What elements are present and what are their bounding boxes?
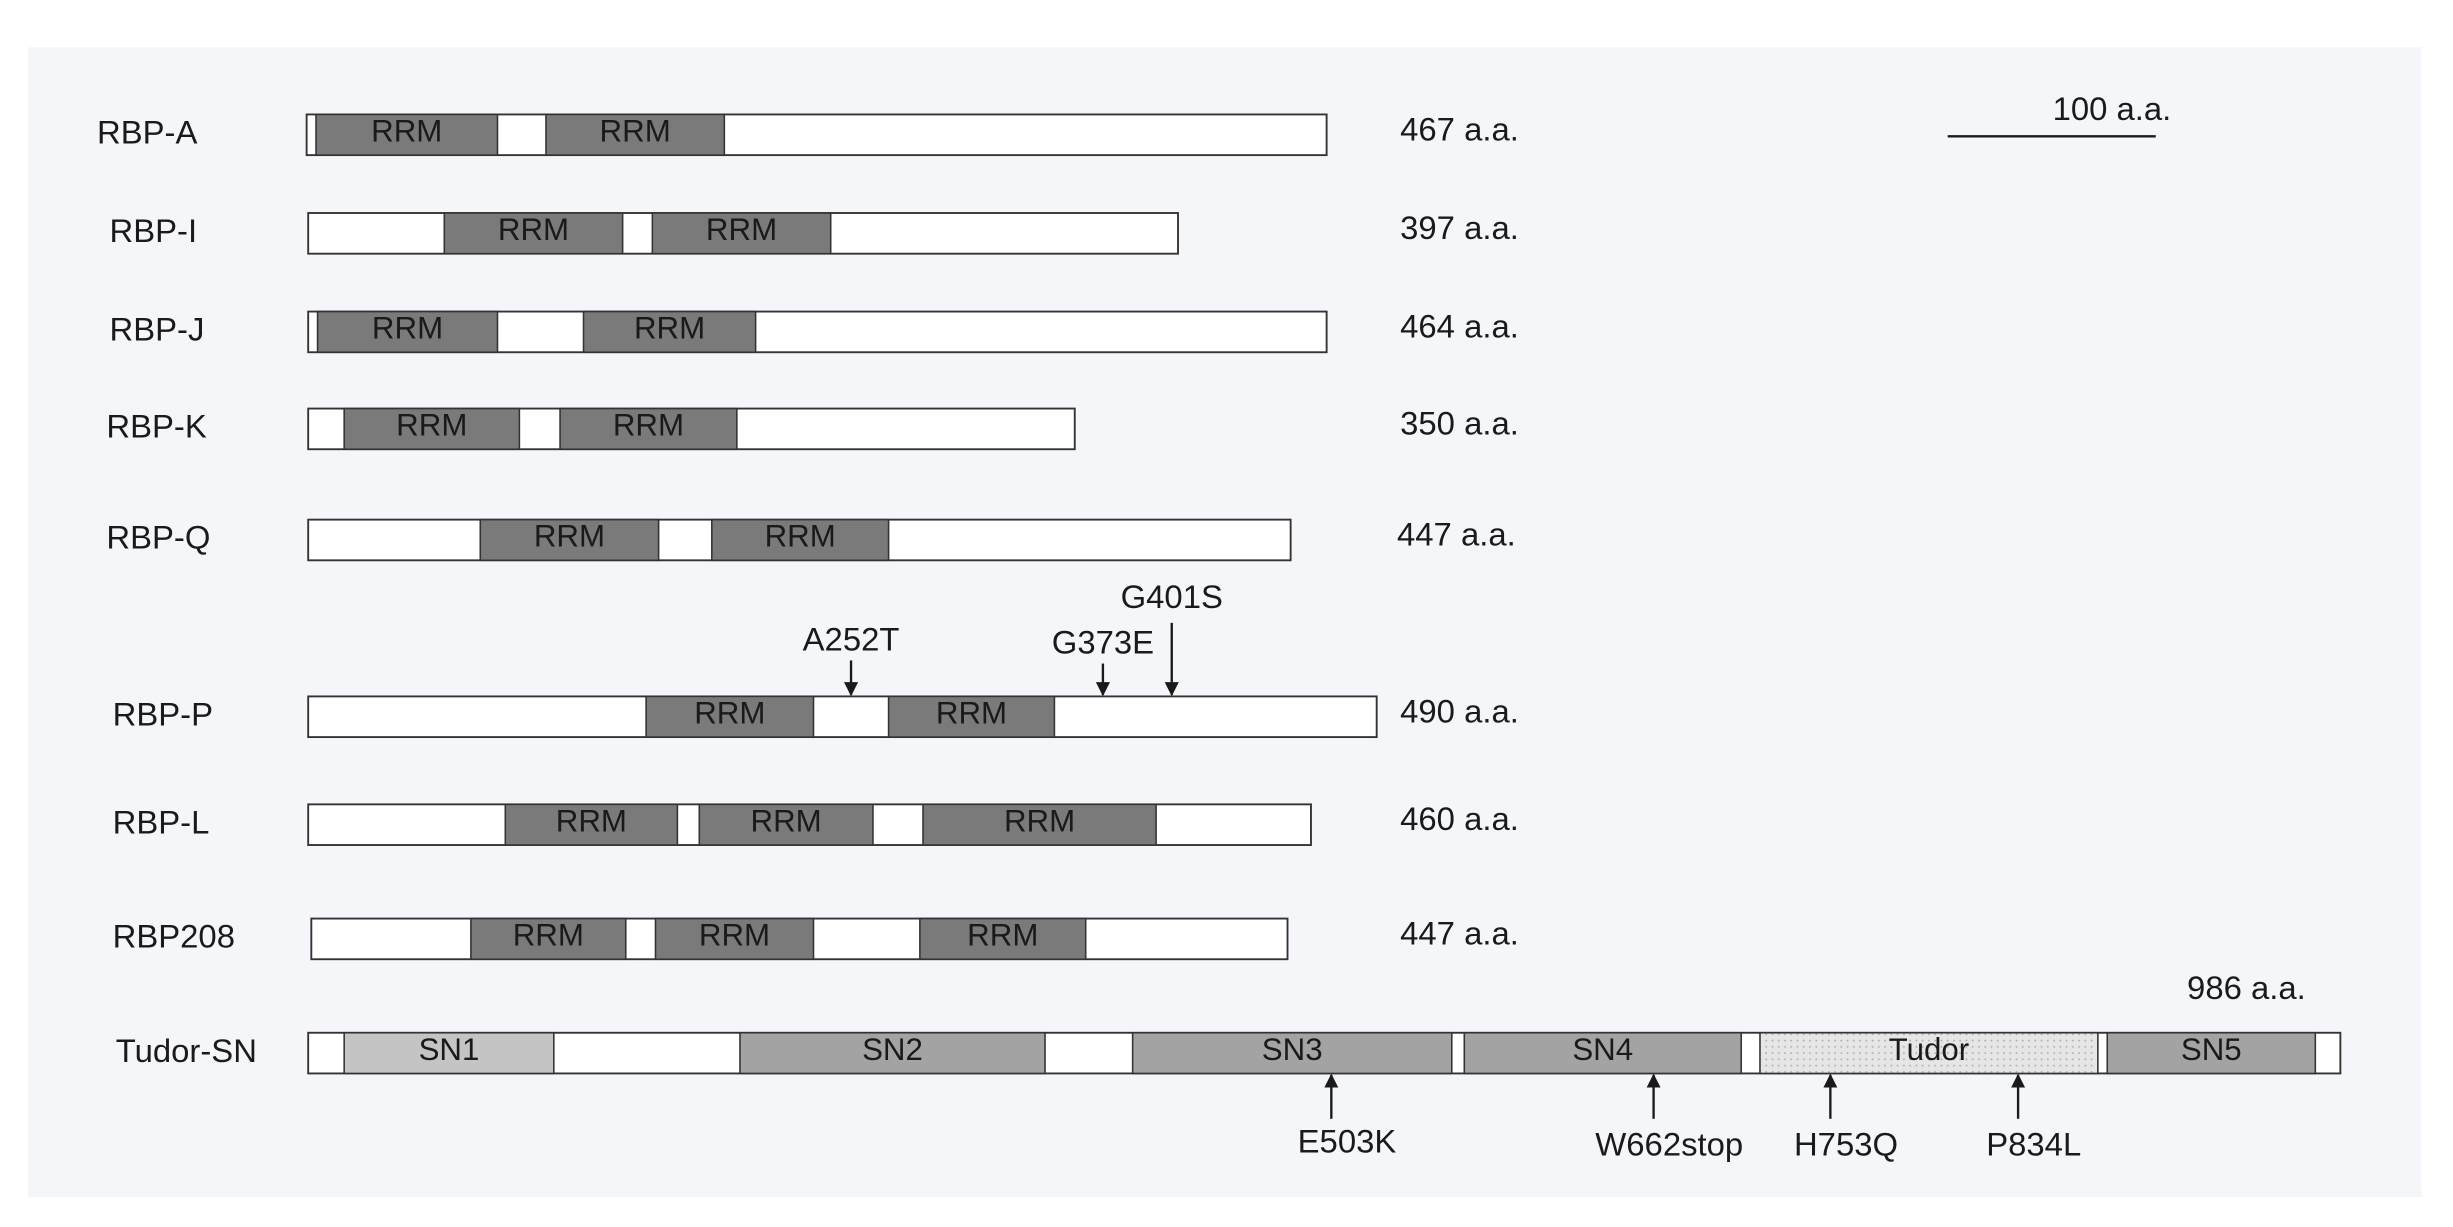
protein-name: RBP-K [106, 408, 206, 445]
domain-label: RRM [936, 695, 1007, 730]
domain [582, 310, 757, 354]
domain-label: SN3 [1262, 1032, 1323, 1067]
domain-label: RRM [699, 918, 770, 953]
domain-label: RRM [513, 918, 584, 953]
domain-label: RRM [967, 918, 1038, 953]
protein-bar [307, 695, 1378, 739]
domain [1759, 1031, 2099, 1075]
protein-name: RBP208 [113, 918, 235, 955]
protein-name: RBP-P [113, 695, 213, 732]
domain-label: RRM [706, 212, 777, 247]
length-label: 986 a.a. [2187, 969, 2306, 1006]
domain [654, 917, 815, 961]
domain [545, 113, 726, 156]
mutation-label: H753Q [1794, 1126, 1898, 1163]
protein-name: RBP-A [97, 113, 197, 150]
domain [651, 212, 832, 255]
domain [559, 407, 738, 451]
length-label: 397 a.a. [1400, 209, 1519, 246]
domain-label: RRM [694, 695, 765, 730]
mutation-label: E503K [1298, 1123, 1397, 1160]
domain-label: RRM [613, 408, 684, 443]
domain-label: RRM [396, 408, 467, 443]
mutation-label: G373E [1052, 623, 1154, 660]
length-label: 350 a.a. [1400, 404, 1519, 441]
domain [1463, 1031, 1742, 1075]
domain-label: RRM [556, 803, 627, 838]
length-label: 447 a.a. [1400, 914, 1519, 951]
domain-label: SN5 [2181, 1032, 2242, 1067]
domain [343, 407, 521, 451]
domain [1131, 1031, 1453, 1075]
length-label: 490 a.a. [1400, 692, 1519, 729]
protein-name: RBP-J [110, 311, 205, 348]
domain [316, 310, 499, 354]
protein-name: RBP-Q [106, 519, 210, 556]
domain-label: SN4 [1572, 1032, 1633, 1067]
mutation-label: W662stop [1595, 1126, 1743, 1163]
protein-name: RBP-I [110, 212, 198, 249]
domain-label: RRM [765, 519, 836, 554]
domain-label: RRM [372, 311, 443, 346]
protein-name: Tudor-SN [116, 1032, 257, 1069]
mutation-label: P834L [1986, 1126, 2081, 1163]
mutation-label: G401S [1121, 578, 1223, 615]
length-label: 447 a.a. [1397, 516, 1516, 553]
domain-label: SN2 [862, 1032, 923, 1067]
domain-label: RRM [751, 803, 822, 838]
length-label: 467 a.a. [1400, 110, 1519, 147]
domain-label: RRM [1004, 803, 1075, 838]
length-label: 460 a.a. [1400, 800, 1519, 837]
domain [711, 518, 890, 562]
domain [315, 113, 499, 156]
domain [922, 803, 1157, 846]
domain-label: RRM [534, 519, 605, 554]
domain [645, 695, 815, 738]
domain-label: Tudor [1889, 1032, 1970, 1067]
domain [887, 695, 1056, 738]
domain [698, 803, 874, 846]
protein-name: RBP-L [113, 803, 210, 840]
domain-label: SN1 [419, 1032, 480, 1067]
domain [504, 803, 679, 846]
domain-label: RRM [634, 311, 705, 346]
domain-label: RRM [498, 212, 569, 247]
domain [479, 518, 660, 562]
domain [343, 1031, 555, 1075]
domain [2106, 1031, 2317, 1075]
domain [470, 917, 627, 961]
domain [739, 1031, 1046, 1075]
length-label: 464 a.a. [1400, 307, 1519, 344]
domain-label: RRM [371, 113, 442, 148]
domain [443, 212, 624, 255]
scale-label: 100 a.a. [2053, 90, 2172, 127]
domain [919, 917, 1087, 961]
domain-label: RRM [600, 113, 671, 148]
mutation-label: A252T [803, 620, 900, 657]
